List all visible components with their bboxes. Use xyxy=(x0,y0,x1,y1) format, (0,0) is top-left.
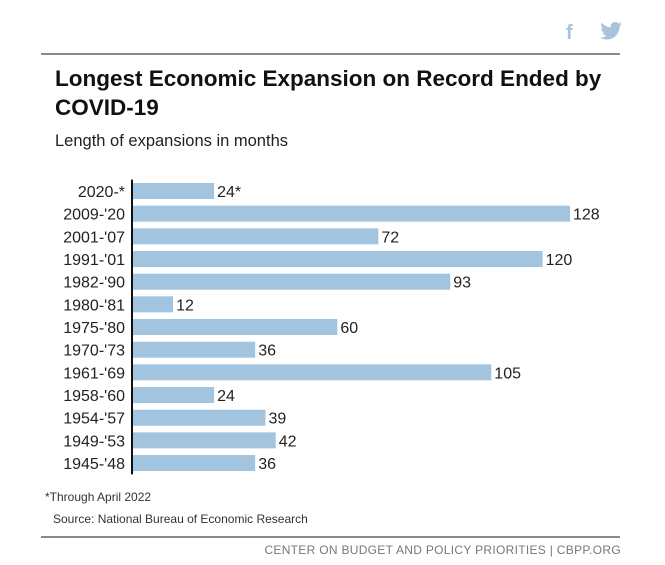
bar xyxy=(132,251,543,268)
facebook-icon[interactable]: f xyxy=(566,22,573,44)
data-label: 36 xyxy=(258,456,276,473)
top-divider xyxy=(41,53,620,55)
category-label: 1954-'57 xyxy=(63,411,125,428)
category-label: 1970-'73 xyxy=(63,343,125,360)
bar xyxy=(132,296,174,313)
data-label: 60 xyxy=(340,320,358,337)
category-label: 1945-'48 xyxy=(63,456,125,473)
category-label: 2020-* xyxy=(78,184,125,201)
bar xyxy=(132,341,256,358)
bar xyxy=(132,273,451,290)
source-note: Source: National Bureau of Economic Rese… xyxy=(53,512,308,526)
data-label: 24* xyxy=(217,184,241,201)
category-label: 1949-'53 xyxy=(63,433,125,450)
data-label: 128 xyxy=(573,207,600,224)
data-label: 105 xyxy=(494,365,521,382)
category-label: 2001-'07 xyxy=(63,229,125,246)
bar xyxy=(132,455,256,472)
bar xyxy=(132,183,215,199)
category-label: 1958-'60 xyxy=(63,388,125,405)
data-label: 24 xyxy=(217,388,235,405)
bar xyxy=(132,228,379,245)
bar xyxy=(132,319,338,336)
category-label: 1991-'01 xyxy=(63,252,125,269)
chart-title: Longest Economic Expansion on Record End… xyxy=(55,66,602,120)
category-label: 1982-'90 xyxy=(63,275,125,292)
twitter-icon[interactable] xyxy=(600,22,622,40)
data-label: 93 xyxy=(453,275,471,292)
category-label: 1975-'80 xyxy=(63,320,125,337)
footer-credit: CENTER ON BUDGET AND POLICY PRIORITIES |… xyxy=(264,543,621,557)
bar xyxy=(132,387,215,404)
data-label: 36 xyxy=(258,343,276,360)
footnote: *Through April 2022 xyxy=(45,490,152,504)
data-label: 120 xyxy=(546,252,573,269)
bar xyxy=(132,364,492,381)
bar xyxy=(132,432,276,449)
data-label: 42 xyxy=(279,433,297,450)
bar xyxy=(132,205,570,222)
category-label: 2009-'20 xyxy=(63,207,125,224)
data-label: 72 xyxy=(381,229,399,246)
data-label: 39 xyxy=(268,411,286,428)
chart-subtitle: Length of expansions in months xyxy=(55,132,288,150)
bar-chart: 2020-* 24* 2009-'20 128 2001-'07 72 1991-'01 12… xyxy=(63,179,600,475)
bottom-divider xyxy=(41,536,620,538)
bar xyxy=(132,409,266,426)
category-label: 1961-'69 xyxy=(63,365,125,382)
category-label: 1980-'81 xyxy=(63,297,125,314)
data-label: 12 xyxy=(176,297,194,314)
